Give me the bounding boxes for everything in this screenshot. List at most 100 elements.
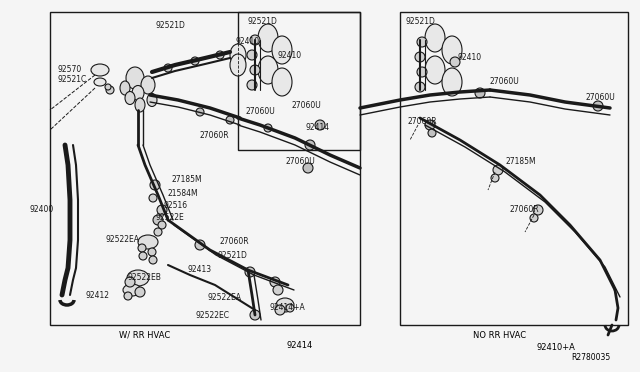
Circle shape (415, 82, 425, 92)
Text: 92521C: 92521C (58, 76, 87, 84)
Circle shape (154, 228, 162, 236)
Circle shape (195, 240, 205, 250)
Ellipse shape (135, 98, 145, 112)
Circle shape (245, 267, 255, 277)
Circle shape (305, 140, 315, 150)
Bar (238, 12, 360, 150)
Text: 92570: 92570 (58, 65, 83, 74)
Circle shape (250, 35, 260, 45)
Circle shape (153, 215, 163, 225)
Text: 92521D: 92521D (155, 20, 185, 29)
Text: 21584M: 21584M (168, 189, 198, 198)
Ellipse shape (94, 78, 106, 86)
Text: 92400: 92400 (30, 205, 54, 215)
Text: 92516: 92516 (163, 201, 187, 209)
Circle shape (164, 64, 172, 72)
Text: 92410+A: 92410+A (536, 343, 575, 352)
Text: 27060R: 27060R (408, 118, 438, 126)
Circle shape (593, 101, 603, 111)
Circle shape (475, 88, 485, 98)
Circle shape (135, 287, 145, 297)
Text: 92410: 92410 (236, 38, 260, 46)
Circle shape (149, 194, 157, 202)
Text: W/ RR HVAC: W/ RR HVAC (120, 330, 171, 340)
Circle shape (124, 292, 132, 300)
Circle shape (125, 277, 135, 287)
Text: 27060R: 27060R (510, 205, 540, 215)
Ellipse shape (141, 76, 155, 94)
Text: 92412: 92412 (85, 291, 109, 299)
Text: 27060U: 27060U (245, 108, 275, 116)
Ellipse shape (258, 56, 278, 84)
Circle shape (264, 124, 272, 132)
Circle shape (303, 163, 313, 173)
Circle shape (148, 248, 156, 256)
Ellipse shape (230, 54, 246, 76)
Text: 27185M: 27185M (505, 157, 536, 167)
Circle shape (491, 174, 499, 182)
Circle shape (196, 108, 204, 116)
Ellipse shape (138, 235, 158, 249)
Text: 27060U: 27060U (292, 100, 322, 109)
Bar (50, 12, 360, 325)
Ellipse shape (442, 68, 462, 96)
Circle shape (105, 84, 111, 90)
Circle shape (450, 57, 460, 67)
Ellipse shape (91, 64, 109, 76)
Text: 27060U: 27060U (586, 93, 616, 103)
Text: 27060R: 27060R (200, 131, 230, 140)
Circle shape (250, 310, 260, 320)
Text: 92410: 92410 (458, 54, 482, 62)
Circle shape (275, 305, 285, 315)
Text: 92522EB: 92522EB (128, 273, 162, 282)
Circle shape (158, 221, 166, 229)
Text: 27060U: 27060U (285, 157, 315, 167)
Text: 92521D: 92521D (218, 250, 248, 260)
Text: NO RR HVAC: NO RR HVAC (474, 330, 527, 340)
Text: 92414: 92414 (287, 340, 313, 350)
Circle shape (138, 244, 146, 252)
Text: 92522EC: 92522EC (195, 311, 229, 320)
Circle shape (157, 205, 167, 215)
Circle shape (191, 57, 199, 65)
Circle shape (270, 277, 280, 287)
Ellipse shape (425, 56, 445, 84)
Text: 92522EA: 92522EA (208, 294, 242, 302)
Ellipse shape (123, 284, 141, 296)
Bar (400, 12, 628, 325)
Ellipse shape (120, 81, 130, 95)
Circle shape (530, 214, 538, 222)
Circle shape (106, 86, 114, 94)
Text: 92522EA: 92522EA (105, 235, 139, 244)
Ellipse shape (147, 93, 157, 106)
Ellipse shape (132, 86, 144, 100)
Circle shape (216, 51, 224, 59)
Circle shape (139, 252, 147, 260)
Circle shape (226, 116, 234, 124)
Circle shape (417, 67, 427, 77)
Text: 92521D: 92521D (248, 17, 278, 26)
Text: 27060R: 27060R (220, 237, 250, 247)
Circle shape (273, 285, 283, 295)
Ellipse shape (442, 36, 462, 64)
Text: 92522E: 92522E (155, 214, 184, 222)
Circle shape (428, 129, 436, 137)
Text: 27185M: 27185M (172, 176, 203, 185)
Text: 92410: 92410 (278, 51, 302, 60)
Circle shape (149, 256, 157, 264)
Text: 92521D: 92521D (405, 17, 435, 26)
Text: R2780035: R2780035 (571, 353, 610, 362)
Ellipse shape (272, 68, 292, 96)
Circle shape (415, 52, 425, 62)
Text: 92414+A: 92414+A (270, 304, 306, 312)
Circle shape (150, 180, 160, 190)
Ellipse shape (125, 92, 135, 105)
Ellipse shape (425, 24, 445, 52)
Ellipse shape (276, 298, 294, 312)
Ellipse shape (272, 36, 292, 64)
Text: 92414: 92414 (306, 124, 330, 132)
Circle shape (493, 165, 503, 175)
Text: 92413: 92413 (188, 266, 212, 275)
Ellipse shape (230, 44, 246, 66)
Circle shape (286, 304, 294, 312)
